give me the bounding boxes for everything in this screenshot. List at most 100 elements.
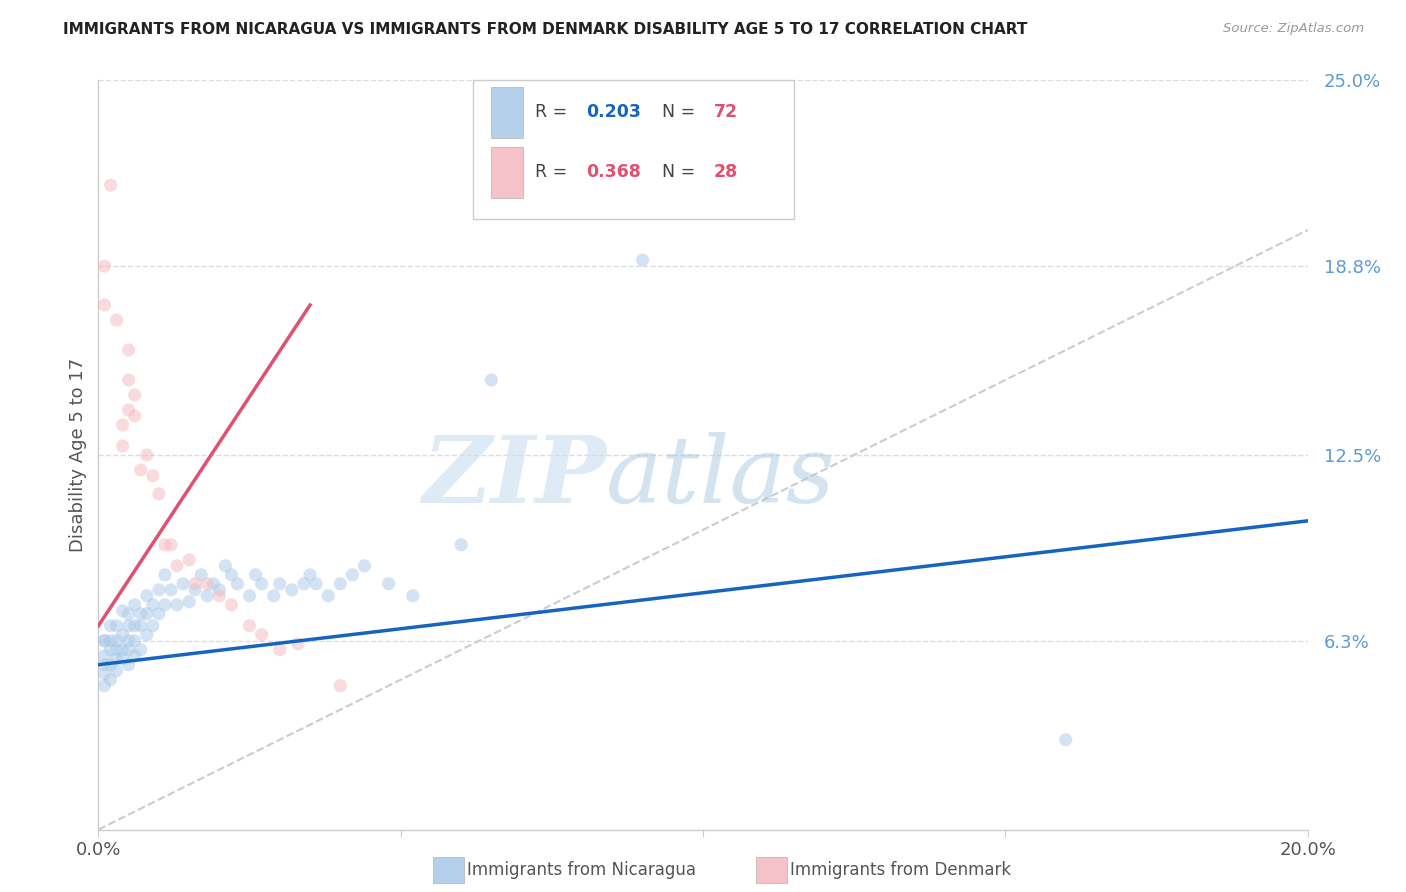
Point [105, 633, 128, 648]
Point [124, 388, 146, 402]
Point [450, 538, 472, 552]
Point [93, 633, 115, 648]
Point [118, 403, 141, 417]
Point [118, 633, 141, 648]
Text: ZIP: ZIP [422, 433, 606, 523]
Point [100, 657, 122, 672]
Point [129, 642, 152, 657]
Y-axis label: Disability Age 5 to 17: Disability Age 5 to 17 [69, 358, 87, 552]
Point [105, 664, 128, 678]
Point [111, 439, 134, 453]
Point [1054, 732, 1077, 747]
Point [100, 673, 122, 687]
Point [100, 642, 122, 657]
Point [142, 598, 165, 612]
Text: atlas: atlas [606, 433, 835, 523]
Point [111, 417, 134, 432]
Point [239, 589, 262, 603]
Point [195, 589, 218, 603]
Point [153, 567, 176, 582]
Point [160, 582, 183, 597]
FancyBboxPatch shape [492, 87, 523, 138]
Point [100, 178, 122, 193]
Point [226, 576, 249, 591]
Point [105, 313, 128, 327]
Point [118, 642, 141, 657]
Point [124, 648, 146, 663]
Point [292, 576, 315, 591]
Point [129, 607, 152, 621]
Point [153, 598, 176, 612]
Point [172, 576, 194, 591]
Point [111, 628, 134, 642]
Text: Immigrants from Nicaragua: Immigrants from Nicaragua [467, 861, 696, 879]
Point [153, 538, 176, 552]
Point [329, 679, 352, 693]
FancyBboxPatch shape [492, 146, 523, 198]
Point [111, 651, 134, 665]
Point [239, 619, 262, 633]
Point [118, 373, 141, 387]
Text: Source: ZipAtlas.com: Source: ZipAtlas.com [1223, 22, 1364, 36]
Text: N =: N = [662, 163, 700, 181]
Point [208, 582, 231, 597]
Point [214, 558, 236, 573]
Point [269, 642, 291, 657]
Point [124, 598, 146, 612]
Point [93, 657, 115, 672]
Point [129, 619, 152, 633]
Point [166, 558, 188, 573]
Point [250, 628, 273, 642]
Point [93, 259, 115, 273]
Point [124, 633, 146, 648]
Point [377, 576, 399, 591]
Point [142, 469, 165, 483]
Point [202, 576, 225, 591]
Text: Immigrants from Denmark: Immigrants from Denmark [790, 861, 1011, 879]
Point [135, 607, 157, 621]
Point [105, 619, 128, 633]
Point [221, 598, 243, 612]
Point [287, 637, 309, 651]
Point [184, 582, 207, 597]
Point [631, 253, 654, 268]
Point [190, 567, 212, 582]
Point [118, 607, 141, 621]
Point [118, 619, 141, 633]
Point [269, 576, 291, 591]
Text: N =: N = [662, 103, 700, 121]
Point [93, 633, 115, 648]
Point [353, 558, 375, 573]
Point [166, 598, 188, 612]
Point [135, 628, 157, 642]
Point [124, 409, 146, 423]
Text: IMMIGRANTS FROM NICARAGUA VS IMMIGRANTS FROM DENMARK DISABILITY AGE 5 TO 17 CORR: IMMIGRANTS FROM NICARAGUA VS IMMIGRANTS … [63, 22, 1028, 37]
Point [184, 576, 207, 591]
Point [148, 487, 170, 501]
Point [148, 607, 170, 621]
Point [100, 633, 122, 648]
Text: R =: R = [534, 103, 572, 121]
Point [118, 343, 141, 357]
Point [179, 595, 201, 609]
Point [111, 604, 134, 618]
Text: R =: R = [534, 163, 572, 181]
Point [160, 538, 183, 552]
Text: 72: 72 [714, 103, 738, 121]
Point [124, 619, 146, 633]
Point [129, 463, 152, 477]
Point [93, 298, 115, 312]
Point [250, 576, 273, 591]
Point [118, 657, 141, 672]
Point [208, 589, 231, 603]
Point [179, 553, 201, 567]
Point [195, 576, 218, 591]
Point [402, 589, 425, 603]
Point [105, 651, 128, 665]
Point [105, 642, 128, 657]
Point [299, 567, 322, 582]
Point [281, 582, 304, 597]
Point [481, 373, 503, 387]
FancyBboxPatch shape [474, 80, 793, 219]
Text: 0.368: 0.368 [586, 163, 641, 181]
